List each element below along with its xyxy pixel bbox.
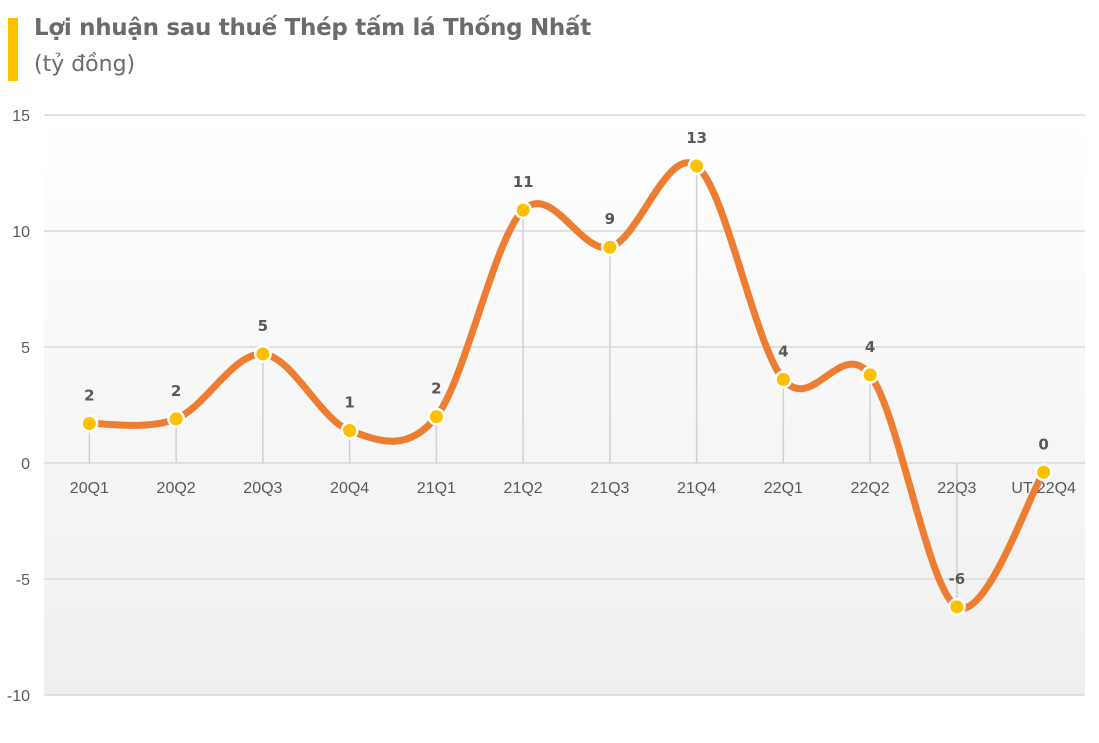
x-tick-label: 21Q1 bbox=[417, 480, 456, 497]
data-label: 2 bbox=[431, 380, 441, 398]
y-tick-label: 0 bbox=[21, 456, 30, 473]
gridlines bbox=[44, 114, 1085, 696]
y-tick-label: -10 bbox=[7, 688, 30, 705]
y-axis: 15 10 5 0 -5 -10 bbox=[7, 108, 30, 705]
x-tick-label: 21Q3 bbox=[590, 480, 629, 497]
data-label: 11 bbox=[513, 173, 534, 191]
x-tick-label: 22Q1 bbox=[764, 480, 803, 497]
data-label: 9 bbox=[605, 210, 615, 228]
data-point bbox=[950, 600, 964, 614]
data-point bbox=[863, 368, 877, 382]
chart-subtitle: (tỷ đồng) bbox=[34, 52, 136, 77]
x-tick-label: 21Q4 bbox=[677, 480, 716, 497]
x-tick-label: 22Q3 bbox=[937, 480, 976, 497]
x-tick-label: UT 22Q4 bbox=[1011, 480, 1076, 497]
data-point bbox=[429, 410, 443, 424]
data-label: 4 bbox=[778, 342, 788, 360]
data-point bbox=[343, 424, 357, 438]
y-tick-label: -5 bbox=[16, 572, 30, 589]
data-point bbox=[1037, 465, 1051, 479]
drop-lines bbox=[88, 166, 1045, 607]
data-labels: 2 2 5 1 2 11 9 13 4 4 -6 0 bbox=[84, 129, 1049, 588]
x-axis: 20Q1 20Q2 20Q3 20Q4 21Q1 21Q2 21Q3 21Q4 22Q1 22Q2… bbox=[70, 480, 1076, 497]
y-tick-label: 5 bbox=[21, 340, 30, 357]
data-point bbox=[169, 412, 183, 426]
data-point bbox=[603, 240, 617, 254]
data-label: 2 bbox=[84, 387, 94, 405]
data-label: 5 bbox=[258, 317, 268, 335]
chart-title: Lợi nhuận sau thuế Thép tấm lá Thống Nhấ… bbox=[34, 15, 591, 41]
data-point bbox=[82, 417, 96, 431]
x-tick-label: 21Q2 bbox=[504, 480, 543, 497]
y-tick-label: 10 bbox=[12, 224, 30, 241]
x-tick-label: 22Q2 bbox=[851, 480, 890, 497]
x-tick-label: 20Q2 bbox=[157, 480, 196, 497]
data-markers bbox=[80, 157, 1053, 616]
data-label: 1 bbox=[344, 394, 354, 412]
data-label: 4 bbox=[865, 338, 875, 356]
data-label: -6 bbox=[949, 570, 966, 588]
x-tick-label: 20Q1 bbox=[70, 480, 109, 497]
title-accent-bar bbox=[8, 18, 18, 81]
plot-area bbox=[44, 115, 1085, 695]
data-point bbox=[776, 372, 790, 386]
data-point bbox=[690, 159, 704, 173]
y-tick-label: 15 bbox=[12, 108, 30, 125]
x-tick-label: 20Q3 bbox=[243, 480, 282, 497]
data-point bbox=[516, 203, 530, 217]
data-label: 2 bbox=[171, 382, 181, 400]
data-label: 13 bbox=[686, 129, 707, 147]
x-tick-label: 20Q4 bbox=[330, 480, 369, 497]
data-point bbox=[256, 347, 270, 361]
data-label: 0 bbox=[1038, 435, 1048, 453]
